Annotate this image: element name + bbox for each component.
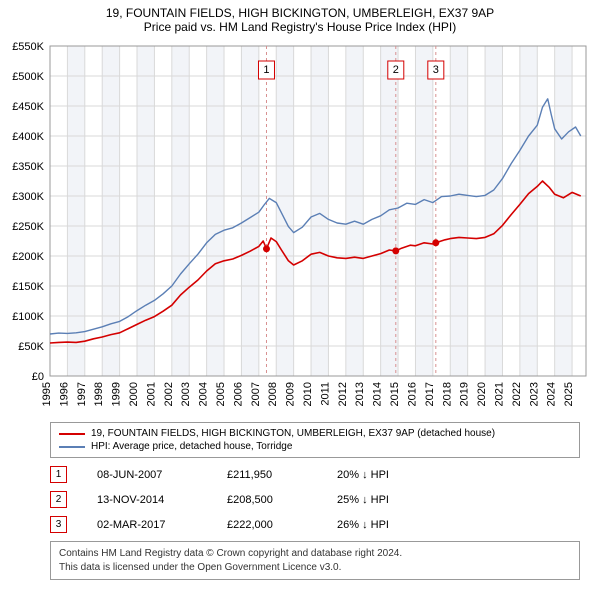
svg-text:3: 3 xyxy=(433,64,439,76)
transaction-row: 3 02-MAR-2017 £222,000 26% ↓ HPI xyxy=(50,512,580,537)
svg-text:£50K: £50K xyxy=(18,341,44,353)
svg-text:1999: 1999 xyxy=(111,382,123,406)
svg-text:2009: 2009 xyxy=(285,382,297,406)
legend-item: HPI: Average price, detached house, Torr… xyxy=(59,440,571,453)
transactions-table: 1 08-JUN-2007 £211,950 20% ↓ HPI 2 13-NOV-201… xyxy=(50,462,580,537)
svg-text:2007: 2007 xyxy=(250,382,262,406)
legend-swatch xyxy=(59,433,85,435)
legend-label: 19, FOUNTAIN FIELDS, HIGH BICKINGTON, UM… xyxy=(91,428,495,439)
footer-attribution: Contains HM Land Registry data © Crown c… xyxy=(50,541,580,580)
legend-swatch xyxy=(59,446,85,448)
transaction-marker: 2 xyxy=(50,491,67,508)
svg-text:£500K: £500K xyxy=(12,71,44,83)
svg-text:1997: 1997 xyxy=(76,382,88,406)
svg-text:£100K: £100K xyxy=(12,311,44,323)
legend-item: 19, FOUNTAIN FIELDS, HIGH BICKINGTON, UM… xyxy=(59,427,571,440)
transaction-date: 02-MAR-2017 xyxy=(97,519,197,531)
svg-text:2018: 2018 xyxy=(441,382,453,406)
svg-text:1998: 1998 xyxy=(93,382,105,406)
svg-text:2011: 2011 xyxy=(319,382,331,406)
svg-text:£550K: £550K xyxy=(12,41,44,53)
svg-text:2: 2 xyxy=(393,64,399,76)
legend-label: HPI: Average price, detached house, Torr… xyxy=(91,441,292,452)
transaction-row: 1 08-JUN-2007 £211,950 20% ↓ HPI xyxy=(50,462,580,487)
transaction-price: £211,950 xyxy=(227,469,307,481)
svg-text:2015: 2015 xyxy=(389,382,401,406)
transaction-price: £208,500 xyxy=(227,494,307,506)
transaction-date: 13-NOV-2014 xyxy=(97,494,197,506)
svg-text:2010: 2010 xyxy=(302,382,314,406)
svg-text:2025: 2025 xyxy=(563,382,575,406)
footer-line-2: This data is licensed under the Open Gov… xyxy=(59,561,571,575)
line-chart-svg: £0 £50K £100K £150K £200K £250K £300K £350K £400… xyxy=(0,36,600,416)
svg-text:2006: 2006 xyxy=(232,382,244,406)
transaction-delta: 25% ↓ HPI xyxy=(337,494,437,506)
svg-text:2000: 2000 xyxy=(128,382,140,406)
svg-text:1: 1 xyxy=(263,64,269,76)
svg-text:1995: 1995 xyxy=(41,382,53,406)
transaction-row: 2 13-NOV-2014 £208,500 25% ↓ HPI xyxy=(50,487,580,512)
svg-text:£300K: £300K xyxy=(12,191,44,203)
svg-text:2008: 2008 xyxy=(267,382,279,406)
svg-text:£200K: £200K xyxy=(12,251,44,263)
svg-text:£0: £0 xyxy=(32,371,44,383)
svg-text:2012: 2012 xyxy=(337,382,349,406)
chart-area: £0 £50K £100K £150K £200K £250K £300K £350K £400… xyxy=(0,36,600,416)
svg-text:2019: 2019 xyxy=(459,382,471,406)
svg-text:2017: 2017 xyxy=(424,382,436,406)
transaction-marker: 3 xyxy=(50,516,67,533)
transaction-date: 08-JUN-2007 xyxy=(97,469,197,481)
svg-text:£150K: £150K xyxy=(12,281,44,293)
footer-line-1: Contains HM Land Registry data © Crown c… xyxy=(59,547,571,561)
svg-text:2024: 2024 xyxy=(546,382,558,406)
transaction-delta: 20% ↓ HPI xyxy=(337,469,437,481)
svg-text:2013: 2013 xyxy=(354,382,366,406)
svg-text:2016: 2016 xyxy=(406,382,418,406)
svg-text:2021: 2021 xyxy=(493,382,505,406)
svg-text:2002: 2002 xyxy=(163,382,175,406)
svg-text:£450K: £450K xyxy=(12,101,44,113)
svg-text:2020: 2020 xyxy=(476,382,488,406)
svg-text:2004: 2004 xyxy=(198,382,210,406)
transaction-marker: 1 xyxy=(50,466,67,483)
chart-subtitle: Price paid vs. HM Land Registry's House … xyxy=(10,20,590,34)
transaction-delta: 26% ↓ HPI xyxy=(337,519,437,531)
chart-title: 19, FOUNTAIN FIELDS, HIGH BICKINGTON, UM… xyxy=(10,6,590,20)
svg-text:1996: 1996 xyxy=(58,382,70,406)
svg-text:2023: 2023 xyxy=(528,382,540,406)
chart-titles: 19, FOUNTAIN FIELDS, HIGH BICKINGTON, UM… xyxy=(0,0,600,36)
svg-text:2022: 2022 xyxy=(511,382,523,406)
svg-text:£350K: £350K xyxy=(12,161,44,173)
svg-text:2003: 2003 xyxy=(180,382,192,406)
svg-text:£250K: £250K xyxy=(12,221,44,233)
svg-text:£400K: £400K xyxy=(12,131,44,143)
svg-text:2014: 2014 xyxy=(372,382,384,406)
legend: 19, FOUNTAIN FIELDS, HIGH BICKINGTON, UM… xyxy=(50,422,580,458)
svg-text:2001: 2001 xyxy=(145,382,157,406)
svg-text:2005: 2005 xyxy=(215,382,227,406)
transaction-price: £222,000 xyxy=(227,519,307,531)
